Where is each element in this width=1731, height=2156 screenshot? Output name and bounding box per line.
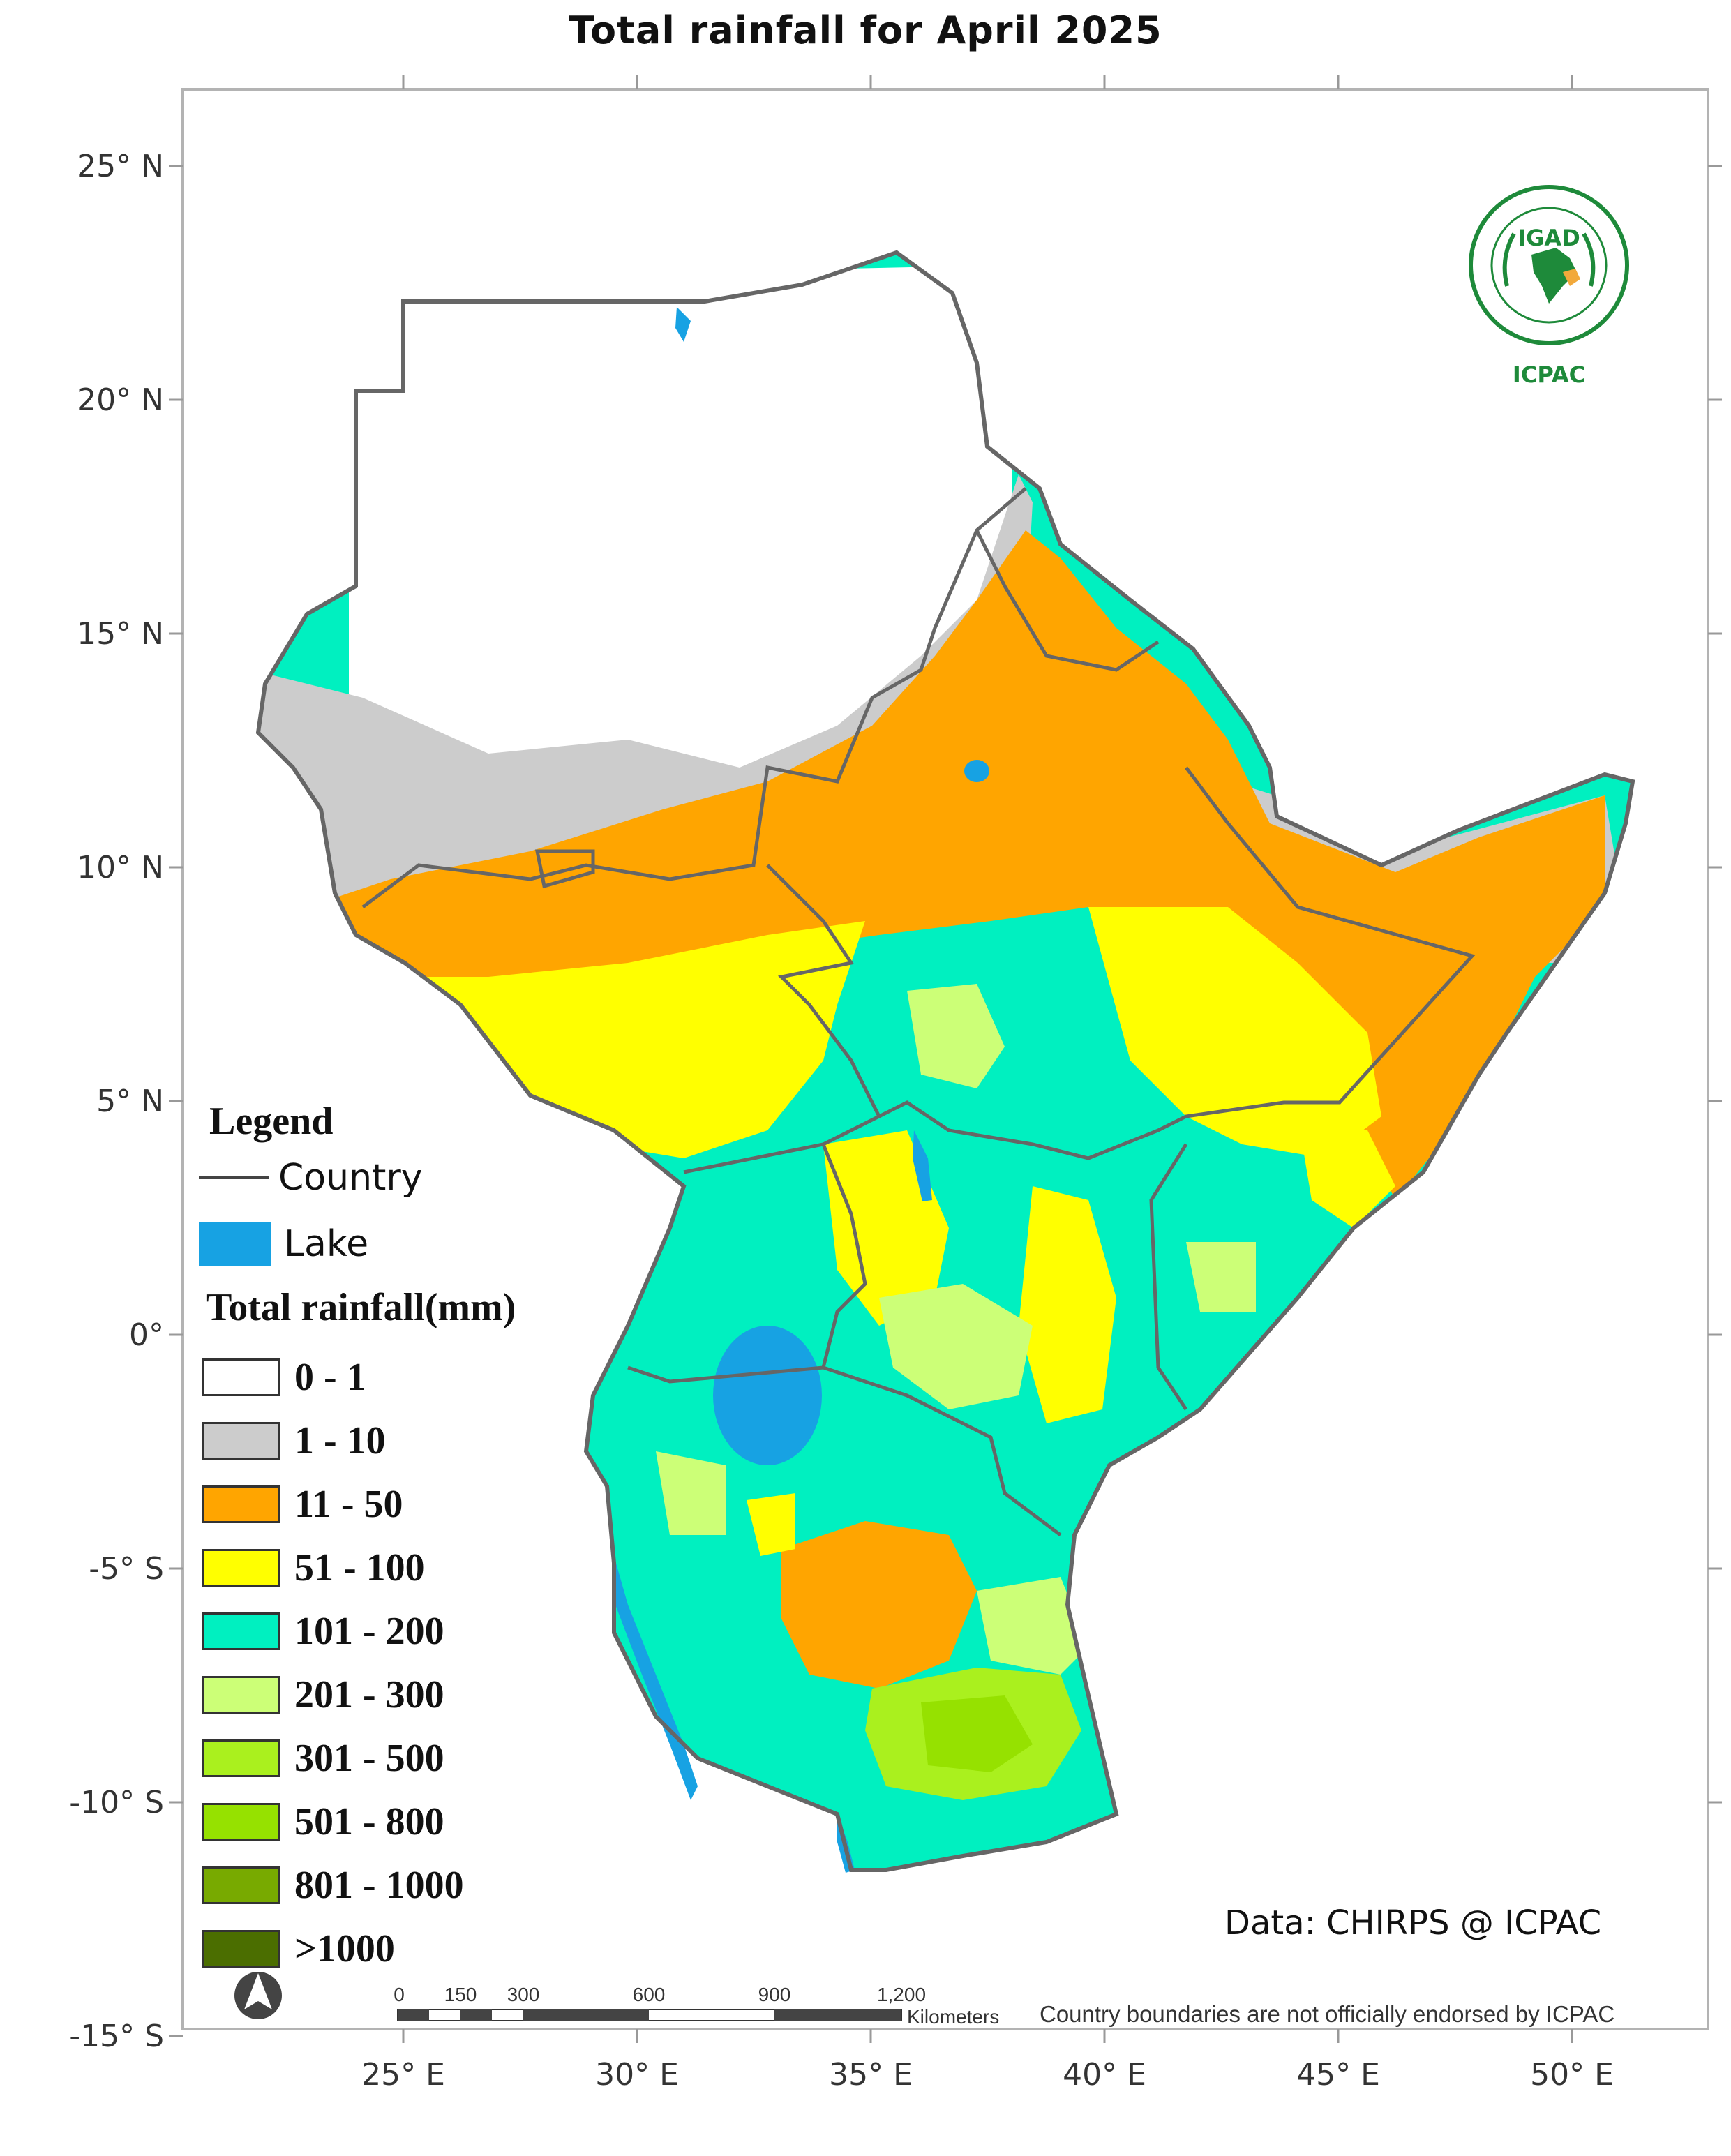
legend-bin: 101 - 200 <box>202 1609 444 1654</box>
igad-emblem-icon <box>1469 185 1629 345</box>
lat-tick-label: 5° N <box>96 1084 164 1119</box>
legend-lake-label: Lake <box>284 1223 369 1265</box>
legend-swatch <box>202 1866 280 1904</box>
scale-unit: Kilometers <box>907 2006 999 2028</box>
lon-tick-label: 25° E <box>361 2057 445 2093</box>
legend-bin: 801 - 1000 <box>202 1863 464 1908</box>
legend-bin-label: >1000 <box>294 1927 395 1970</box>
legend-swatch <box>202 1676 280 1714</box>
legend-swatch <box>202 1739 280 1777</box>
lon-tick-label: 35° E <box>829 2057 913 2093</box>
legend-swatch <box>202 1422 280 1460</box>
legend-bin: 51 - 100 <box>202 1545 425 1590</box>
region-outline <box>255 250 1635 1872</box>
country-borders <box>361 487 1476 1536</box>
legend-bin: >1000 <box>202 1926 395 1971</box>
legend-bin-label: 101 - 200 <box>294 1610 444 1653</box>
data-credit: Data: CHIRPS @ ICPAC <box>1224 1903 1602 1942</box>
lake-victoria <box>713 1326 822 1465</box>
country-line-icon <box>199 1176 269 1179</box>
lon-tick-label: 50° E <box>1530 2057 1614 2093</box>
map-title: Total rainfall for April 2025 <box>569 8 1162 52</box>
scale-label: 300 <box>507 1984 540 2005</box>
lon-tick-label: 45° E <box>1296 2057 1380 2093</box>
lat-tick-label: 10° N <box>77 850 164 885</box>
scale-label: 1,200 <box>877 1984 926 2005</box>
legend-swatch <box>202 1930 280 1968</box>
legend-bin-label: 0 - 1 <box>294 1356 366 1399</box>
legend-swatch <box>202 1549 280 1587</box>
legend-bin-label: 301 - 500 <box>294 1737 444 1780</box>
logo-igad-text: IGAD <box>1518 225 1580 251</box>
logo-icpac-text: ICPAC <box>1512 361 1586 388</box>
lat-tick-label: 20° N <box>77 382 164 418</box>
legend-bin-label: 11 - 50 <box>294 1483 403 1526</box>
legend-bin: 201 - 300 <box>202 1672 444 1717</box>
legend-bin-label: 501 - 800 <box>294 1800 444 1843</box>
lat-tick-label: 0° <box>129 1317 164 1353</box>
scale-label: 150 <box>444 1984 477 2005</box>
legend-country-label: Country <box>278 1157 423 1199</box>
lat-tick-label: 25° N <box>77 149 164 184</box>
legend-bin: 1 - 10 <box>202 1418 386 1463</box>
legend-swatch <box>202 1358 280 1396</box>
north-arrow-icon <box>234 1972 282 2019</box>
legend-bin-label: 51 - 100 <box>294 1546 425 1589</box>
legend-bin: 301 - 500 <box>202 1736 444 1781</box>
legend-swatch <box>202 1485 280 1523</box>
rainfall-legend-title: Total rainfall(mm) <box>206 1286 516 1329</box>
lake-turkana <box>913 1130 932 1201</box>
scale-label: 0 <box>394 1984 405 2005</box>
legend-bin: 11 - 50 <box>202 1482 403 1527</box>
legend-country: Country <box>199 1157 423 1199</box>
disclaimer: Country boundaries are not officially en… <box>1040 2001 1615 2027</box>
lat-tick-label: 15° N <box>77 616 164 652</box>
igad-icpac-logo: IGAD ICPAC <box>1465 181 1633 391</box>
lon-tick-label: 30° E <box>595 2057 679 2093</box>
lake-swatch <box>199 1222 271 1266</box>
legend-swatch <box>202 1612 280 1650</box>
lat-tick-label: -15° S <box>69 2019 164 2054</box>
scale-bar: 0 150 300 600 900 1,200 Kilometers <box>394 1984 999 2028</box>
latitude-axis: 25° N 20° N 15° N 10° N 5° N 0° -5° S -1… <box>69 149 1722 2054</box>
lat-tick-label: -10° S <box>69 1785 164 1820</box>
legend-bin-label: 201 - 300 <box>294 1673 444 1716</box>
legend-bin: 0 - 1 <box>202 1355 366 1400</box>
legend-bin: 501 - 800 <box>202 1799 444 1844</box>
scale-label: 600 <box>633 1984 666 2005</box>
lon-tick-label: 40° E <box>1063 2057 1146 2093</box>
legend-bin-label: 801 - 1000 <box>294 1864 464 1907</box>
scale-label: 900 <box>758 1984 791 2005</box>
legend-swatch <box>202 1803 280 1841</box>
lake-tana <box>964 760 989 782</box>
longitude-axis: 25° E 30° E 35° E 40° E 45° E 50° E <box>361 75 1614 2093</box>
legend-title: Legend <box>209 1100 334 1143</box>
lake-nasser <box>675 307 691 342</box>
legend-bin-label: 1 - 10 <box>294 1419 386 1462</box>
lat-tick-label: -5° S <box>89 1551 164 1587</box>
legend-lake: Lake <box>199 1222 368 1266</box>
